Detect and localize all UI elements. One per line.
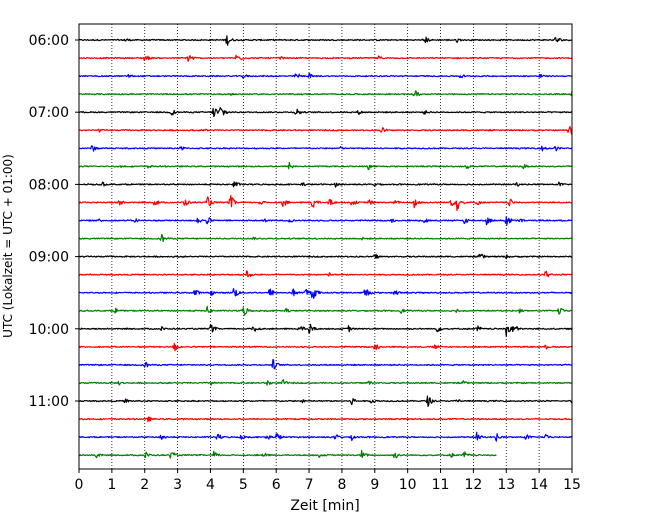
- x-tick-label-13: 13: [497, 477, 515, 493]
- trace-0600: [78, 35, 573, 46]
- x-tick-label-5: 5: [239, 477, 248, 493]
- y-tick-label-2: 08:00: [29, 177, 69, 193]
- x-tick-label-12: 12: [464, 477, 482, 493]
- y-axis-label: UTC (Lokalzeit = UTC + 01:00): [1, 154, 15, 338]
- x-tick-label-10: 10: [399, 477, 417, 493]
- x-axis: 0 1 2 3 4 5 6 7 8 9 10 11 12 13 14 15: [75, 469, 581, 493]
- trace-1145: [78, 449, 497, 459]
- trace-0645: [78, 90, 573, 97]
- trace-0915: [78, 270, 573, 278]
- trace-1045: [78, 379, 573, 386]
- trace-0900: [78, 253, 573, 260]
- trace-0715: [78, 125, 573, 135]
- trace-0615: [78, 54, 573, 62]
- trace-1015: [78, 342, 573, 352]
- y-tick-label-4: 10:00: [29, 322, 69, 338]
- trace-group: [78, 35, 573, 459]
- x-tick-label-1: 1: [107, 477, 116, 493]
- trace-1130: [78, 431, 573, 442]
- y-tick-label-5: 11:00: [29, 394, 69, 410]
- trace-0815: [78, 195, 573, 212]
- trace-0845: [78, 233, 573, 243]
- x-axis-label: Zeit [min]: [290, 498, 359, 514]
- trace-0630: [78, 72, 573, 79]
- plot-frame: [78, 23, 573, 470]
- x-tick-label-6: 6: [272, 477, 281, 493]
- x-tick-label-11: 11: [432, 477, 450, 493]
- x-grid: [111, 24, 540, 469]
- trace-1000: [78, 323, 573, 337]
- trace-1115: [79, 416, 573, 423]
- y-axis: 06:00 07:00 08:00 09:00 10:00 11:00: [29, 33, 79, 410]
- trace-0730: [79, 145, 573, 152]
- y-tick-label-3: 09:00: [29, 250, 69, 266]
- axes-frame: [78, 23, 573, 470]
- y-tick-label-0: 06:00: [29, 33, 69, 49]
- x-tick-label-0: 0: [75, 477, 84, 493]
- x-tick-label-2: 2: [140, 477, 149, 493]
- x-tick-label-7: 7: [305, 477, 314, 493]
- x-tick-label-3: 3: [173, 477, 182, 493]
- y-tick-label-1: 07:00: [29, 105, 69, 121]
- trace-1100: [78, 395, 573, 407]
- trace-0945: [78, 305, 573, 316]
- x-tick-label-14: 14: [530, 477, 548, 493]
- x-tick-label-9: 9: [370, 477, 379, 493]
- x-tick-label-15: 15: [563, 477, 581, 493]
- trace-0800: [78, 181, 573, 188]
- trace-1030: [78, 358, 573, 370]
- x-tick-label-8: 8: [337, 477, 346, 493]
- x-tick-label-4: 4: [206, 477, 215, 493]
- trace-0930: [78, 288, 573, 299]
- trace-0830: [78, 216, 573, 226]
- trace-0700: [78, 107, 573, 117]
- trace-0745: [78, 161, 573, 171]
